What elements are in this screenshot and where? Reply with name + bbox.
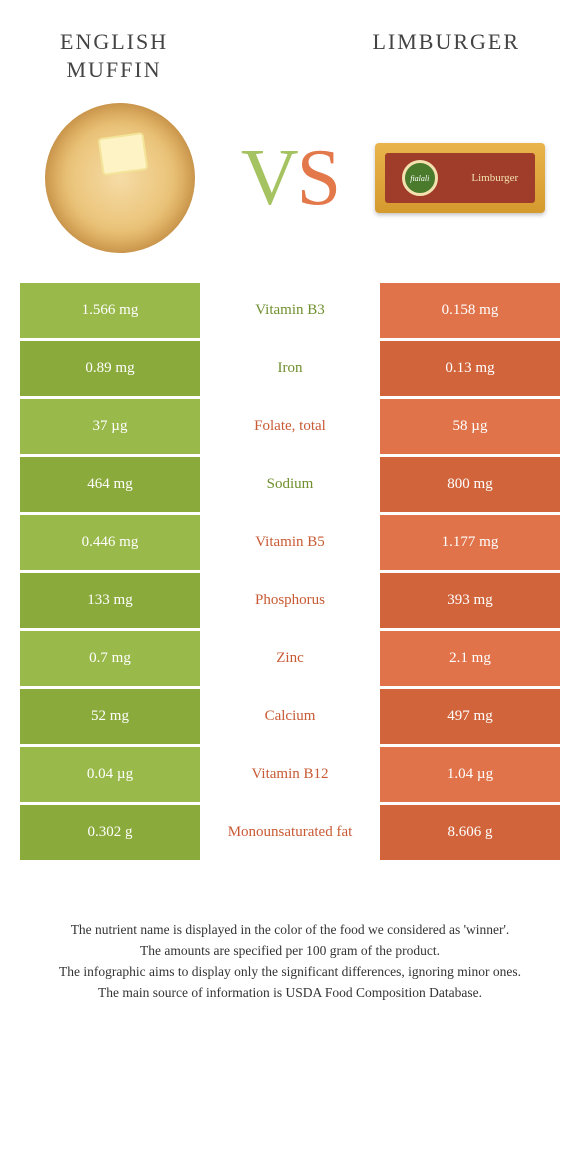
table-row: 464 mgSodium800 mg	[20, 457, 560, 512]
footer-notes: The nutrient name is displayed in the co…	[0, 920, 580, 1004]
nutrient-name: Monounsaturated fat	[200, 805, 380, 860]
value-right: 393 mg	[380, 573, 560, 628]
vs-s: S	[297, 134, 340, 222]
food-image-left	[30, 103, 210, 253]
value-left: 0.04 µg	[20, 747, 200, 802]
table-row: 0.89 mgIron0.13 mg	[20, 341, 560, 396]
title-left: ENGLISH MUFFIN	[60, 28, 168, 83]
footer-line: The infographic aims to display only the…	[30, 962, 550, 983]
value-left: 0.7 mg	[20, 631, 200, 686]
value-right: 0.13 mg	[380, 341, 560, 396]
table-row: 0.446 mgVitamin B51.177 mg	[20, 515, 560, 570]
value-left: 464 mg	[20, 457, 200, 512]
table-row: 0.7 mgZinc2.1 mg	[20, 631, 560, 686]
value-right: 8.606 g	[380, 805, 560, 860]
footer-line: The nutrient name is displayed in the co…	[30, 920, 550, 941]
vs-label: VS	[241, 133, 339, 224]
nutrient-name: Zinc	[200, 631, 380, 686]
nutrient-name: Sodium	[200, 457, 380, 512]
table-row: 133 mgPhosphorus393 mg	[20, 573, 560, 628]
nutrient-name: Vitamin B3	[200, 283, 380, 338]
limburger-graphic: fialali Limburger	[375, 143, 545, 213]
hero-row: VS fialali Limburger	[0, 93, 580, 273]
title-right: LIMBURGER	[372, 28, 520, 83]
food-image-right: fialali Limburger	[370, 103, 550, 253]
comparison-table: 1.566 mgVitamin B30.158 mg0.89 mgIron0.1…	[20, 283, 560, 860]
limburger-brand: Limburger	[471, 172, 518, 184]
nutrient-name: Iron	[200, 341, 380, 396]
titles-row: ENGLISH MUFFIN LIMBURGER	[0, 0, 580, 93]
value-left: 37 µg	[20, 399, 200, 454]
value-left: 0.302 g	[20, 805, 200, 860]
value-right: 800 mg	[380, 457, 560, 512]
value-right: 0.158 mg	[380, 283, 560, 338]
table-row: 0.302 gMonounsaturated fat8.606 g	[20, 805, 560, 860]
value-right: 1.04 µg	[380, 747, 560, 802]
nutrient-name: Calcium	[200, 689, 380, 744]
table-row: 0.04 µgVitamin B121.04 µg	[20, 747, 560, 802]
nutrient-name: Vitamin B12	[200, 747, 380, 802]
limburger-logo: fialali	[402, 160, 438, 196]
value-left: 133 mg	[20, 573, 200, 628]
value-right: 2.1 mg	[380, 631, 560, 686]
nutrient-name: Phosphorus	[200, 573, 380, 628]
nutrient-name: Vitamin B5	[200, 515, 380, 570]
vs-v: V	[241, 134, 297, 222]
value-left: 1.566 mg	[20, 283, 200, 338]
table-row: 1.566 mgVitamin B30.158 mg	[20, 283, 560, 338]
table-row: 52 mgCalcium497 mg	[20, 689, 560, 744]
value-right: 58 µg	[380, 399, 560, 454]
value-left: 0.89 mg	[20, 341, 200, 396]
value-right: 1.177 mg	[380, 515, 560, 570]
footer-line: The amounts are specified per 100 gram o…	[30, 941, 550, 962]
limburger-label: fialali Limburger	[385, 153, 535, 203]
nutrient-name: Folate, total	[200, 399, 380, 454]
value-right: 497 mg	[380, 689, 560, 744]
value-left: 0.446 mg	[20, 515, 200, 570]
footer-line: The main source of information is USDA F…	[30, 983, 550, 1004]
table-row: 37 µgFolate, total58 µg	[20, 399, 560, 454]
value-left: 52 mg	[20, 689, 200, 744]
english-muffin-graphic	[45, 103, 195, 253]
